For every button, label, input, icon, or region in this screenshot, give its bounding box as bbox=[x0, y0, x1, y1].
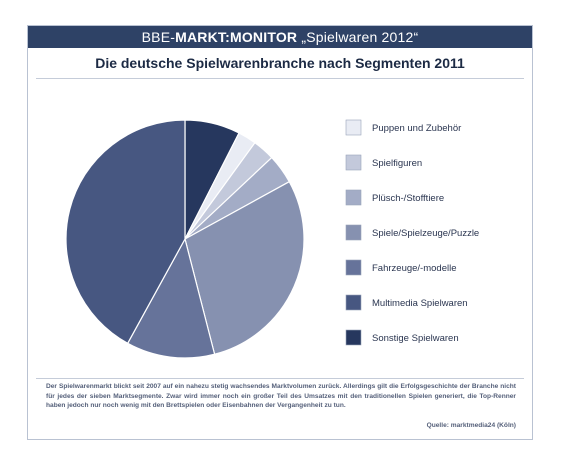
legend-swatch-1 bbox=[345, 119, 362, 136]
legend-label-3: Plüsch-/Stofftiere bbox=[372, 193, 444, 204]
pie-chart: Puppen und Zubehör Spielfiguren Plüsch-/St… bbox=[65, 119, 479, 359]
legend: Puppen und Zubehör Spielfiguren Plüsch-/St… bbox=[345, 119, 479, 346]
legend-label-1: Puppen und Zubehör bbox=[372, 123, 461, 134]
brand-bold: MARKT:MONITOR bbox=[175, 29, 298, 45]
legend-label-6: Multimedia Spielwaren bbox=[372, 298, 468, 309]
chart-title: Die deutsche Spielwarenbranche nach Segm… bbox=[95, 55, 465, 71]
brand-suffix: „Spielwaren 2012“ bbox=[301, 29, 419, 45]
legend-swatch-5 bbox=[345, 259, 362, 276]
divider-bottom bbox=[36, 378, 524, 379]
brand-banner: BBE-MARKT:MONITOR „Spielwaren 2012“ bbox=[28, 26, 532, 48]
legend-swatch-2 bbox=[345, 154, 362, 171]
source-note: Quelle: marktmedia24 (Köln) bbox=[426, 422, 516, 429]
chart-frame: BBE-MARKT:MONITOR „Spielwaren 2012“ Die … bbox=[27, 25, 533, 440]
legend-swatch-6 bbox=[345, 294, 362, 311]
legend-label-5: Fahrzeuge/-modelle bbox=[372, 263, 457, 274]
legend-swatch-7 bbox=[345, 329, 362, 346]
legend-label-2: Spielfiguren bbox=[372, 158, 422, 169]
legend-swatch-4 bbox=[345, 224, 362, 241]
pie-slice-5 bbox=[126, 237, 216, 359]
caption-text: Der Spielwarenmarkt blickt seit 2007 auf… bbox=[46, 383, 516, 410]
brand-prefix: BBE- bbox=[141, 29, 176, 45]
pie-slices bbox=[65, 119, 305, 359]
pie-slice-6 bbox=[65, 119, 186, 345]
divider-top bbox=[36, 78, 524, 79]
legend-label-4: Spiele/Spielzeuge/Puzzle bbox=[372, 228, 479, 239]
legend-swatch-3 bbox=[345, 189, 362, 206]
legend-label-7: Sonstige Spielwaren bbox=[372, 333, 459, 344]
pie-slice-4 bbox=[184, 180, 305, 355]
